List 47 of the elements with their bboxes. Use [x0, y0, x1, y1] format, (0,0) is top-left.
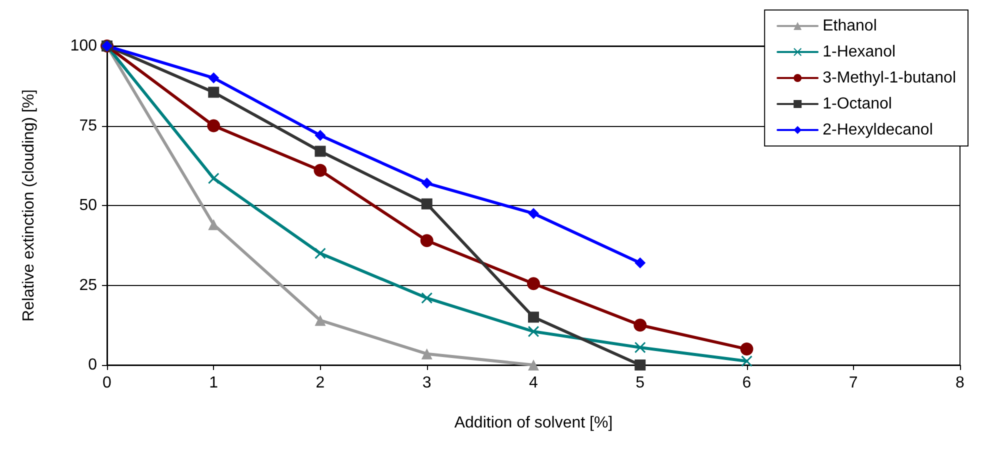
legend-label: 2-Hexyldecanol: [822, 122, 933, 138]
point: [527, 277, 540, 290]
y-tick-label: 25: [79, 276, 98, 294]
x-axis-title: Addition of solvent [%]: [454, 414, 613, 432]
point: [634, 342, 646, 353]
legend-label: 1-Octanol: [822, 96, 892, 112]
legend-label: 3-Methyl-1-butanol: [822, 70, 956, 86]
point: [314, 248, 326, 259]
x-tick-label: 2: [316, 374, 325, 392]
point: [528, 360, 539, 370]
point: [420, 234, 434, 248]
legend-label: 1-Hexanol: [822, 44, 896, 60]
point: [314, 130, 326, 141]
x-tick-label: 1: [209, 374, 218, 392]
x-tick-label: 4: [529, 374, 538, 392]
point: [421, 348, 432, 360]
point: [208, 172, 220, 184]
x-tick-label: 3: [422, 374, 432, 392]
y-axis-title: Relative extinction (clouding) [%]: [20, 89, 38, 322]
point: [741, 356, 752, 367]
point: [740, 342, 754, 356]
point: [528, 312, 539, 323]
x-tick-label: 0: [102, 374, 112, 392]
y-tick-label: 0: [88, 356, 98, 374]
point: [208, 86, 220, 98]
y-tick-label: 75: [79, 117, 98, 134]
point: [314, 164, 327, 177]
x-tick-label: 5: [636, 374, 645, 392]
legend-label: Ethanol: [822, 18, 877, 34]
x-tick-label: 7: [848, 374, 858, 392]
point: [421, 178, 432, 189]
point: [421, 292, 432, 304]
point: [528, 208, 539, 219]
point: [208, 219, 220, 230]
point: [208, 72, 220, 84]
point: [314, 314, 326, 326]
point: [207, 119, 220, 132]
y-tick-label: 50: [79, 197, 98, 214]
point: [314, 146, 326, 157]
x-tick-label: 6: [742, 374, 752, 392]
point: [634, 318, 647, 332]
point: [634, 360, 646, 370]
point: [528, 326, 539, 338]
point: [421, 198, 432, 210]
x-tick-label: 8: [956, 374, 965, 392]
point: [634, 257, 646, 268]
y-tick-label: 100: [70, 38, 98, 54]
